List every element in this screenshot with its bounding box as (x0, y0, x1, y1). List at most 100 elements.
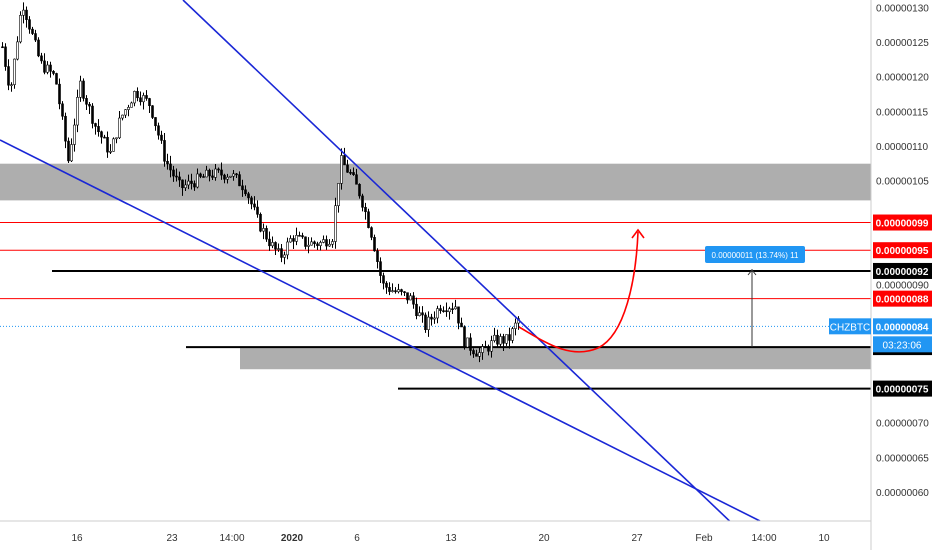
candle-body (412, 295, 415, 305)
candle-body (397, 289, 400, 293)
trendlines-layer (0, 0, 761, 521)
candle-body (127, 107, 130, 110)
candle-body (22, 9, 25, 16)
candle-body (382, 275, 385, 284)
candle-body (61, 103, 64, 117)
candle-body (226, 176, 229, 180)
candle-body (436, 308, 439, 319)
candle-body (4, 46, 7, 67)
candle-body (232, 173, 235, 177)
resistance-zone (0, 163, 871, 201)
price-tick-label: 0.00000065 (876, 453, 929, 464)
candle-body (466, 337, 469, 348)
candle-body (316, 243, 319, 246)
candle-body (85, 98, 88, 105)
candle-body (406, 292, 409, 301)
time-tick-label: 20 (538, 533, 550, 544)
candle-body (142, 95, 145, 103)
candle-body (112, 138, 115, 152)
candle-body (292, 238, 295, 242)
candle-body (7, 66, 10, 86)
candle-body (319, 242, 322, 246)
candle-body (265, 228, 268, 240)
candle-body (310, 241, 313, 246)
price-tag-box (873, 318, 932, 335)
time-tick-label: 10 (818, 533, 830, 544)
candle-body (100, 131, 103, 138)
candle-body (289, 238, 292, 243)
candle-body (346, 164, 349, 173)
time-tick-label: 6 (354, 533, 360, 544)
measure-label: 0.00000011 (13.74%) 11 (712, 251, 799, 260)
candle-body (46, 64, 49, 73)
candle-body (115, 137, 118, 140)
projection-curve (518, 231, 639, 353)
candle-body (223, 174, 226, 180)
time-tick-label: 27 (631, 533, 643, 544)
candle-body (25, 9, 28, 20)
candle-body (469, 337, 472, 351)
candle-body (211, 175, 214, 178)
candle-body (199, 173, 202, 177)
candle-body (16, 41, 19, 60)
candle-body (55, 73, 58, 85)
trendline-group (0, 0, 761, 521)
candle-body (28, 19, 31, 30)
upper-trendline (182, 0, 731, 521)
candle-body (193, 183, 196, 188)
time-tick-label: 23 (166, 533, 178, 544)
candle-body (70, 144, 73, 162)
candle-body (196, 173, 199, 188)
candle-body (499, 336, 502, 345)
price-tag-box (873, 290, 932, 307)
candle-body (178, 176, 181, 181)
candle-body (322, 239, 325, 243)
price-tag-box (873, 380, 932, 397)
price-tick-label: 0.00000130 (876, 4, 929, 15)
candle-body (244, 189, 247, 195)
candle-body (259, 214, 262, 232)
candle-body (430, 316, 433, 320)
candle-body (442, 310, 445, 312)
candle-body (331, 241, 334, 245)
candle-body (91, 105, 94, 124)
candle-body (139, 97, 142, 103)
candle-body (229, 175, 232, 178)
candle-body (508, 334, 511, 341)
time-tick-label: 14:00 (219, 533, 244, 544)
candle-body (454, 306, 457, 310)
candle-body (484, 346, 487, 348)
price-tag-box (873, 262, 932, 279)
candle-body (379, 261, 382, 276)
candle-body (496, 334, 499, 345)
candle-body (175, 175, 178, 178)
candle-body (19, 15, 22, 43)
candle-body (391, 290, 394, 292)
symbol-label: CHZBTC (830, 322, 871, 333)
candle-body (340, 155, 343, 184)
time-tick-label: 2020 (281, 533, 304, 544)
price-tick-label: 0.00000120 (876, 73, 929, 84)
price-tag-label: 0.00000099 (876, 219, 929, 230)
price-axis[interactable]: 0.00000130 0.00000125 0.00000120 0.00000115… (870, 0, 929, 550)
candle-body (64, 115, 67, 142)
candle-body (421, 312, 424, 316)
candle-body (130, 102, 133, 108)
candle-body (418, 312, 421, 317)
candle-body (106, 137, 109, 153)
candle-body (145, 95, 148, 99)
candle-body (88, 103, 91, 107)
price-tag-label: 0.00000088 (876, 295, 929, 306)
candle-body (109, 151, 112, 153)
time-axis[interactable]: 16 23 14:00 2020 6 13 20 27 Feb 14:00 10 (0, 520, 871, 544)
time-tick-label: Feb (695, 533, 713, 544)
price-tag-box (873, 214, 932, 231)
candle-body (166, 160, 169, 165)
candle-body (274, 242, 277, 250)
candle-body (250, 197, 253, 205)
candle-body (298, 235, 301, 237)
candle-body (10, 84, 13, 86)
candle-body (400, 289, 403, 292)
price-tick-label: 0.00000105 (876, 177, 929, 188)
